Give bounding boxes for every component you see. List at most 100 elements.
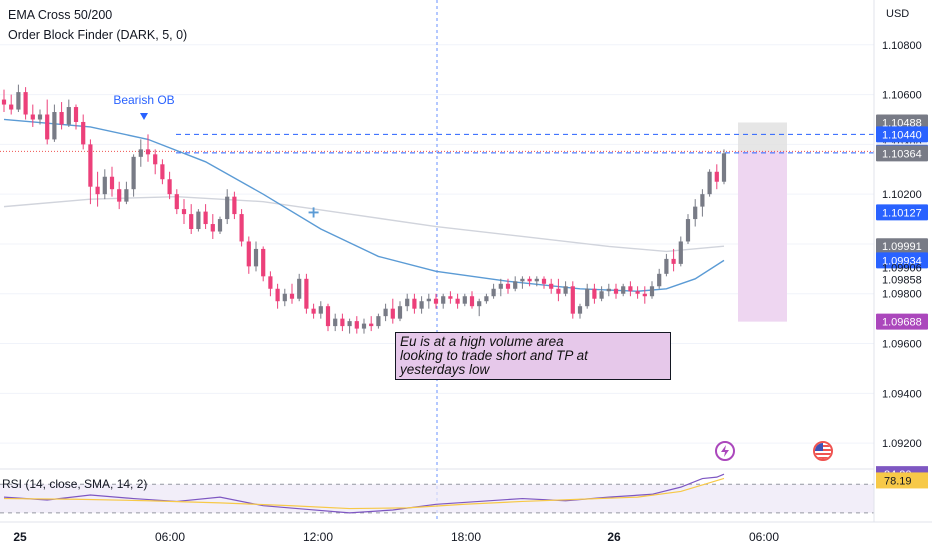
candle-body	[419, 301, 424, 309]
candle-body	[9, 104, 14, 110]
candle-body	[102, 176, 107, 195]
price-badge	[876, 238, 928, 255]
candle-body	[45, 114, 50, 140]
rsi-pane	[0, 468, 874, 514]
candle-body	[642, 293, 647, 297]
candle-body	[268, 276, 273, 289]
rsi-sma-badge	[876, 472, 928, 489]
candle-body	[189, 214, 194, 230]
candle-body	[563, 286, 568, 294]
candle-body	[484, 296, 489, 302]
currency-label: USD	[886, 8, 910, 20]
price-badge-label: 1.09934	[882, 255, 922, 267]
candle-body	[66, 107, 71, 125]
candle-body	[333, 318, 338, 327]
candle-body	[549, 283, 554, 289]
candle-body	[541, 278, 547, 284]
candle-body	[239, 214, 244, 242]
candle-body	[592, 288, 597, 299]
candle-body	[426, 298, 431, 302]
candles	[1, 84, 727, 334]
legend-order-block[interactable]: Order Block Finder (DARK, 5, 0)	[8, 28, 188, 42]
candle-body	[88, 144, 93, 187]
price-badge-label: 1.10440	[882, 129, 922, 141]
rsi-band	[0, 484, 874, 513]
bearish-ob-arrow	[140, 113, 148, 120]
rsi-legend[interactable]: RSI (14, close, SMA, 14, 2)	[2, 477, 148, 491]
price-badge	[876, 126, 928, 143]
candle-body	[59, 112, 64, 125]
candle-body	[678, 241, 683, 264]
price-badge	[876, 252, 928, 269]
ema-slow-line	[3, 195, 725, 253]
candle-body	[210, 224, 215, 232]
candle-body	[347, 321, 352, 327]
candle-body	[455, 298, 460, 304]
position-target-zone	[738, 151, 787, 322]
candle-body	[325, 306, 331, 327]
candle-body	[297, 278, 302, 299]
candle-body	[52, 112, 57, 140]
candle-body	[232, 196, 237, 215]
us-flag-icon[interactable]	[813, 441, 833, 461]
candle-body	[527, 278, 532, 282]
position-stop-zone	[738, 122, 787, 152]
ema-fast-line	[3, 118, 725, 292]
time-axis: 25 06:00 12:00 18:00 26 06:00	[0, 521, 932, 544]
candle-body	[282, 293, 287, 302]
price-badge-label: 1.10364	[882, 148, 922, 160]
candle-body	[138, 149, 143, 157]
price-badge-label: 1.09991	[882, 241, 922, 253]
candle-body	[30, 114, 35, 120]
price-tick-label: 1.10600	[882, 90, 922, 102]
candle-body	[397, 306, 403, 319]
candle-body	[246, 241, 251, 267]
lightning-icon[interactable]	[715, 441, 735, 461]
candle-body	[109, 176, 115, 190]
candle-body	[477, 301, 482, 307]
candle-body	[181, 209, 187, 215]
time-tick-label: 25	[13, 530, 27, 544]
price-tick-label: 1.10200	[882, 189, 922, 201]
candle-body	[225, 196, 230, 220]
candle-body	[707, 171, 712, 195]
candle-body	[16, 92, 21, 110]
candle-body	[534, 278, 539, 282]
candle-body	[700, 194, 705, 207]
candle-body	[383, 308, 388, 317]
legend-ema-cross[interactable]: EMA Cross 50/200	[8, 8, 113, 22]
candle-body	[23, 92, 28, 115]
candle-body	[405, 298, 410, 307]
candle-body	[635, 291, 640, 294]
candle-body	[448, 296, 453, 299]
time-tick-label: 06:00	[749, 530, 779, 544]
annotation-note[interactable]: Eu is at a high volume area looking to t…	[395, 332, 671, 380]
price-badge	[876, 204, 928, 221]
candle-body	[361, 323, 367, 329]
candle-body	[304, 278, 309, 309]
candle-body	[1, 99, 7, 105]
price-badge	[876, 145, 928, 162]
candle-body	[693, 206, 698, 220]
candle-body	[153, 154, 158, 165]
candle-body	[671, 258, 676, 264]
candle-body	[131, 156, 136, 190]
note-line: Eu is at a high volume area	[400, 334, 564, 349]
candle-body	[520, 278, 525, 282]
price-tick-label: 1.10800	[882, 40, 922, 52]
candle-body	[613, 288, 619, 294]
note-line: looking to trade short and TP at	[400, 348, 588, 363]
candle-body	[318, 306, 323, 314]
candle-body	[577, 306, 583, 314]
candle-body	[203, 211, 208, 225]
rsi-sma-line	[3, 477, 725, 510]
candle-body	[390, 308, 395, 319]
price-tick-label: 1.09400	[882, 388, 922, 400]
time-tick-label: 18:00	[451, 530, 481, 544]
candle-body	[369, 323, 374, 327]
candle-body	[505, 283, 511, 289]
candle-body	[657, 273, 662, 287]
candle-body	[340, 318, 345, 327]
candle-body	[621, 286, 626, 294]
